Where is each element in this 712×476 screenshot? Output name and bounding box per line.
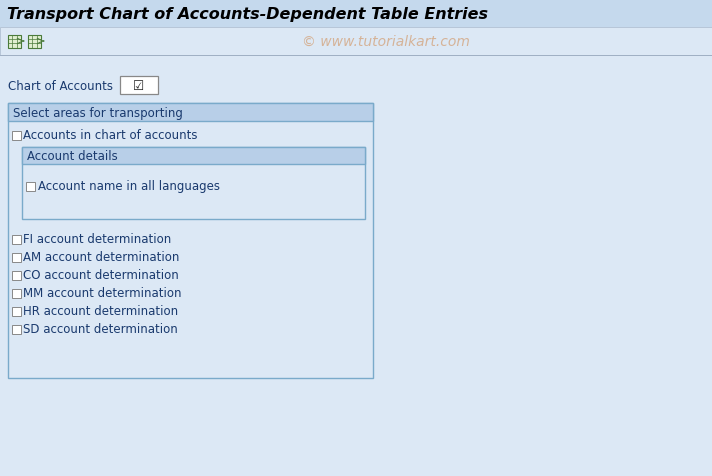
FancyBboxPatch shape: [120, 77, 158, 95]
Text: ☑: ☑: [133, 79, 145, 92]
FancyBboxPatch shape: [8, 35, 21, 49]
Text: FI account determination: FI account determination: [23, 233, 172, 246]
FancyBboxPatch shape: [12, 131, 21, 140]
FancyBboxPatch shape: [12, 253, 21, 262]
FancyBboxPatch shape: [0, 28, 712, 56]
Text: MM account determination: MM account determination: [23, 287, 182, 300]
Text: Account name in all languages: Account name in all languages: [38, 180, 220, 193]
FancyBboxPatch shape: [12, 235, 21, 244]
FancyBboxPatch shape: [8, 104, 373, 378]
FancyBboxPatch shape: [26, 182, 35, 191]
FancyBboxPatch shape: [8, 104, 373, 122]
Text: Account details: Account details: [27, 149, 117, 163]
Text: Chart of Accounts: Chart of Accounts: [8, 79, 113, 92]
FancyBboxPatch shape: [22, 148, 365, 219]
FancyBboxPatch shape: [28, 35, 41, 49]
Text: SD account determination: SD account determination: [23, 323, 178, 336]
Text: Accounts in chart of accounts: Accounts in chart of accounts: [23, 129, 197, 142]
Text: Transport Chart of Accounts-Dependent Table Entries: Transport Chart of Accounts-Dependent Ta…: [7, 7, 488, 21]
FancyBboxPatch shape: [12, 271, 21, 280]
FancyBboxPatch shape: [12, 325, 21, 334]
Text: Select areas for transporting: Select areas for transporting: [13, 106, 183, 119]
Text: CO account determination: CO account determination: [23, 269, 179, 282]
Text: AM account determination: AM account determination: [23, 251, 179, 264]
FancyBboxPatch shape: [12, 307, 21, 316]
Text: HR account determination: HR account determination: [23, 305, 178, 318]
Text: © www.tutorialkart.com: © www.tutorialkart.com: [302, 35, 470, 49]
FancyBboxPatch shape: [22, 148, 365, 165]
FancyBboxPatch shape: [12, 289, 21, 298]
FancyBboxPatch shape: [0, 0, 712, 28]
